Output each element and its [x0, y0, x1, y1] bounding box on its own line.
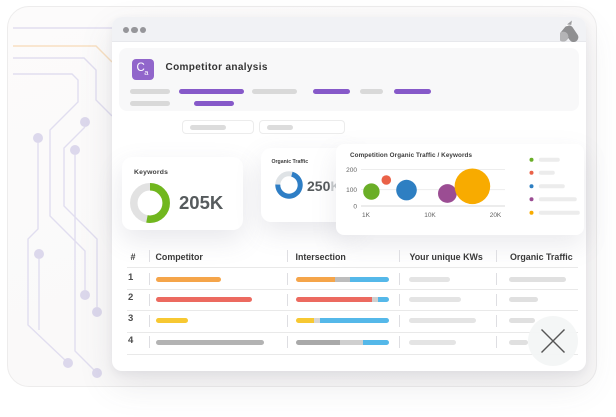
svg-text:100: 100 — [346, 187, 357, 194]
svg-text:0: 0 — [353, 203, 357, 210]
svg-text:20K: 20K — [490, 212, 502, 219]
svg-text:200: 200 — [346, 167, 357, 174]
svg-text:1K: 1K — [362, 212, 371, 219]
svg-text:10K: 10K — [424, 212, 436, 219]
